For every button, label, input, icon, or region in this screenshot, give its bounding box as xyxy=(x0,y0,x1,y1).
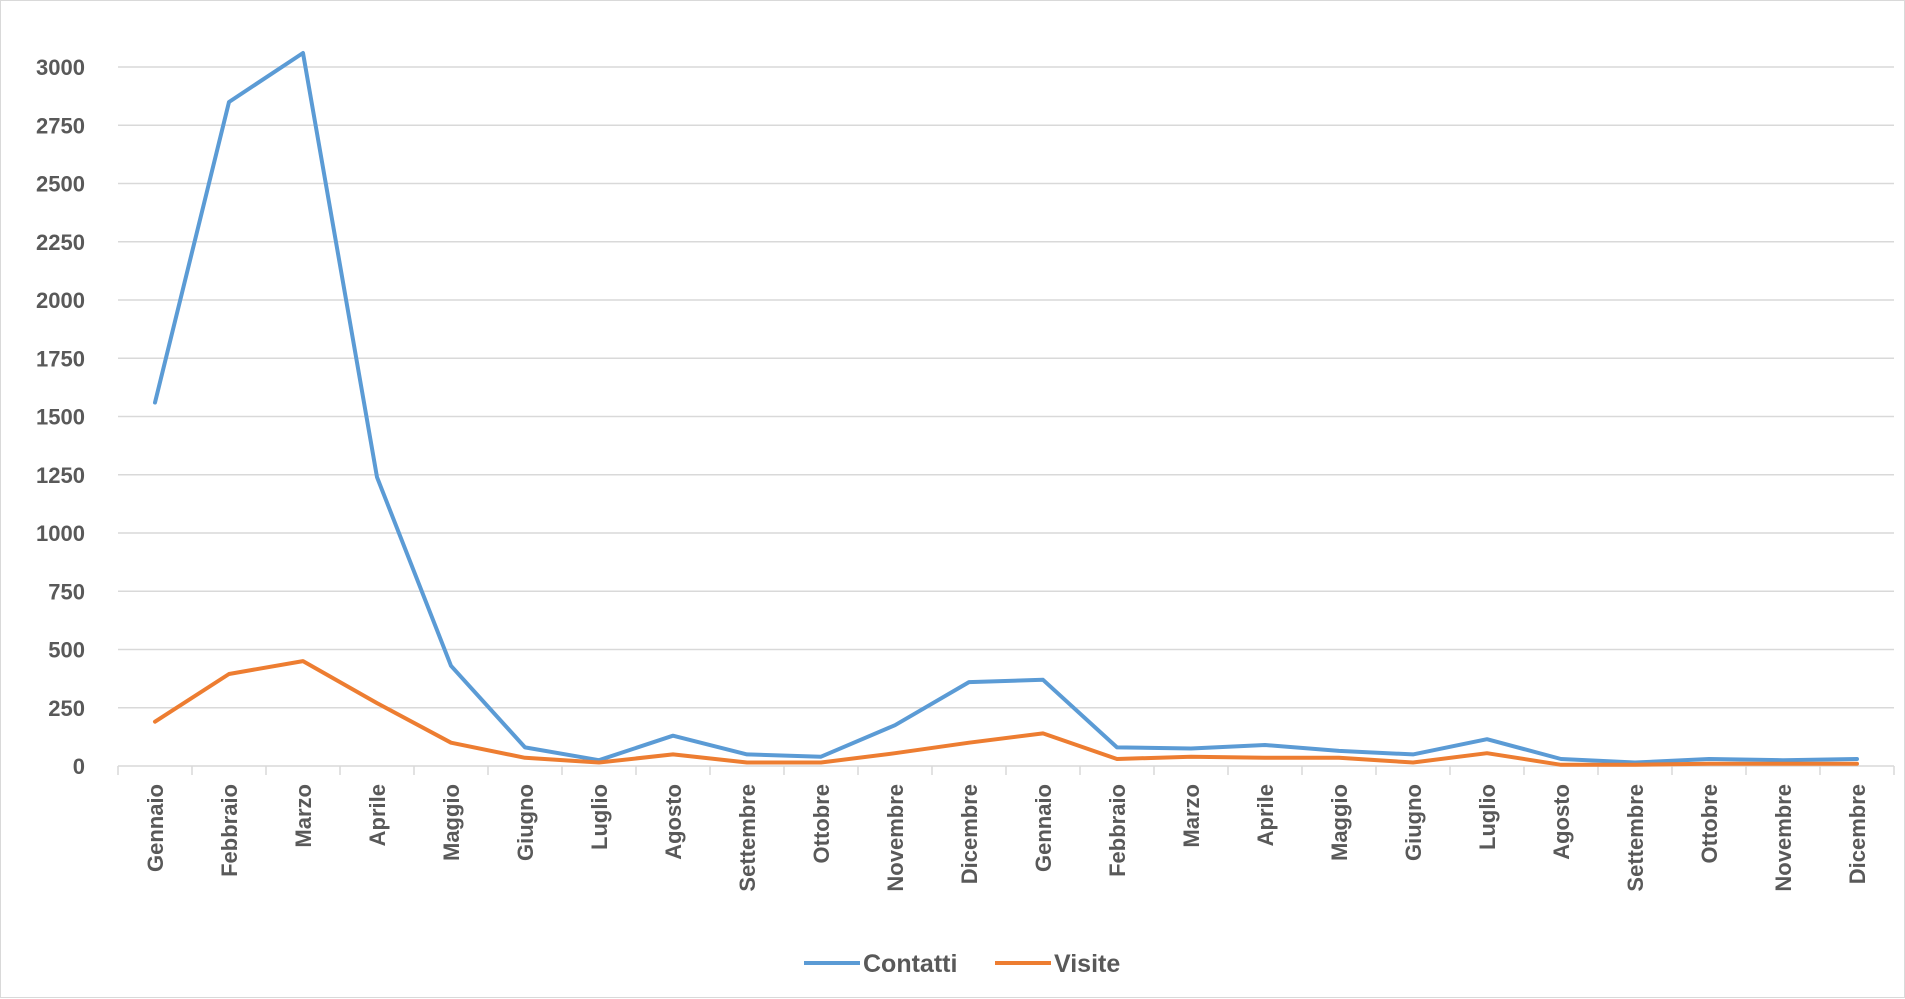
gridlines xyxy=(118,67,1894,708)
legend-label: Visite xyxy=(1054,950,1120,978)
y-tick-label: 3000 xyxy=(36,55,85,80)
y-tick-label: 2750 xyxy=(36,113,85,138)
x-tick-label: Febbraio xyxy=(1105,784,1130,877)
x-tick-label: Luglio xyxy=(587,784,612,850)
x-tick-label: Agosto xyxy=(1549,784,1574,860)
x-tick-label: Ottobre xyxy=(1697,784,1722,863)
y-tick-label: 1750 xyxy=(36,346,85,371)
x-tick-label: Gennaio xyxy=(143,784,168,872)
x-tick-label: Febbraio xyxy=(217,784,242,877)
y-tick-label: 2500 xyxy=(36,172,85,197)
x-tick-label: Aprile xyxy=(1253,784,1278,846)
y-tick-label: 1500 xyxy=(36,405,85,430)
x-tick-label: Marzo xyxy=(1179,784,1204,848)
y-tick-label: 2000 xyxy=(36,288,85,313)
y-tick-label: 2250 xyxy=(36,230,85,255)
x-axis-ticks: Gennaio Febbraio Marzo Aprile Maggio Giugno Lu… xyxy=(118,766,1894,892)
legend: Contatti Visite xyxy=(804,950,1120,978)
x-tick-label: Settembre xyxy=(1623,784,1648,892)
x-tick-label: Luglio xyxy=(1475,784,1500,850)
x-tick-label: Novembre xyxy=(883,784,908,892)
x-tick-label: Ottobre xyxy=(809,784,834,863)
y-tick-label: 0 xyxy=(73,754,85,779)
x-tick-label: Maggio xyxy=(1327,784,1352,861)
legend-label: Contatti xyxy=(863,950,957,978)
x-tick-label: Giugno xyxy=(513,784,538,861)
x-tick-label: Agosto xyxy=(661,784,686,860)
series-line-visite xyxy=(155,661,1857,765)
x-tick-label: Dicembre xyxy=(957,784,982,884)
series-line-contatti xyxy=(155,53,1857,763)
x-tick-label: Maggio xyxy=(439,784,464,861)
y-axis-ticks: 0 250 500 750 1000 1250 1500 1750 2000 2250 2500 27… xyxy=(36,55,85,779)
x-tick-label: Dicembre xyxy=(1845,784,1870,884)
y-tick-label: 750 xyxy=(48,579,85,604)
x-tick-label: Giugno xyxy=(1401,784,1426,861)
x-tick-label: Gennaio xyxy=(1031,784,1056,872)
y-tick-label: 1250 xyxy=(36,463,85,488)
x-tick-label: Marzo xyxy=(291,784,316,848)
y-tick-label: 500 xyxy=(48,638,85,663)
x-tick-label: Settembre xyxy=(735,784,760,892)
series-lines xyxy=(155,53,1857,765)
x-tick-label: Novembre xyxy=(1771,784,1796,892)
y-tick-label: 250 xyxy=(48,696,85,721)
y-tick-label: 1000 xyxy=(36,521,85,546)
x-tick-label: Aprile xyxy=(365,784,390,846)
